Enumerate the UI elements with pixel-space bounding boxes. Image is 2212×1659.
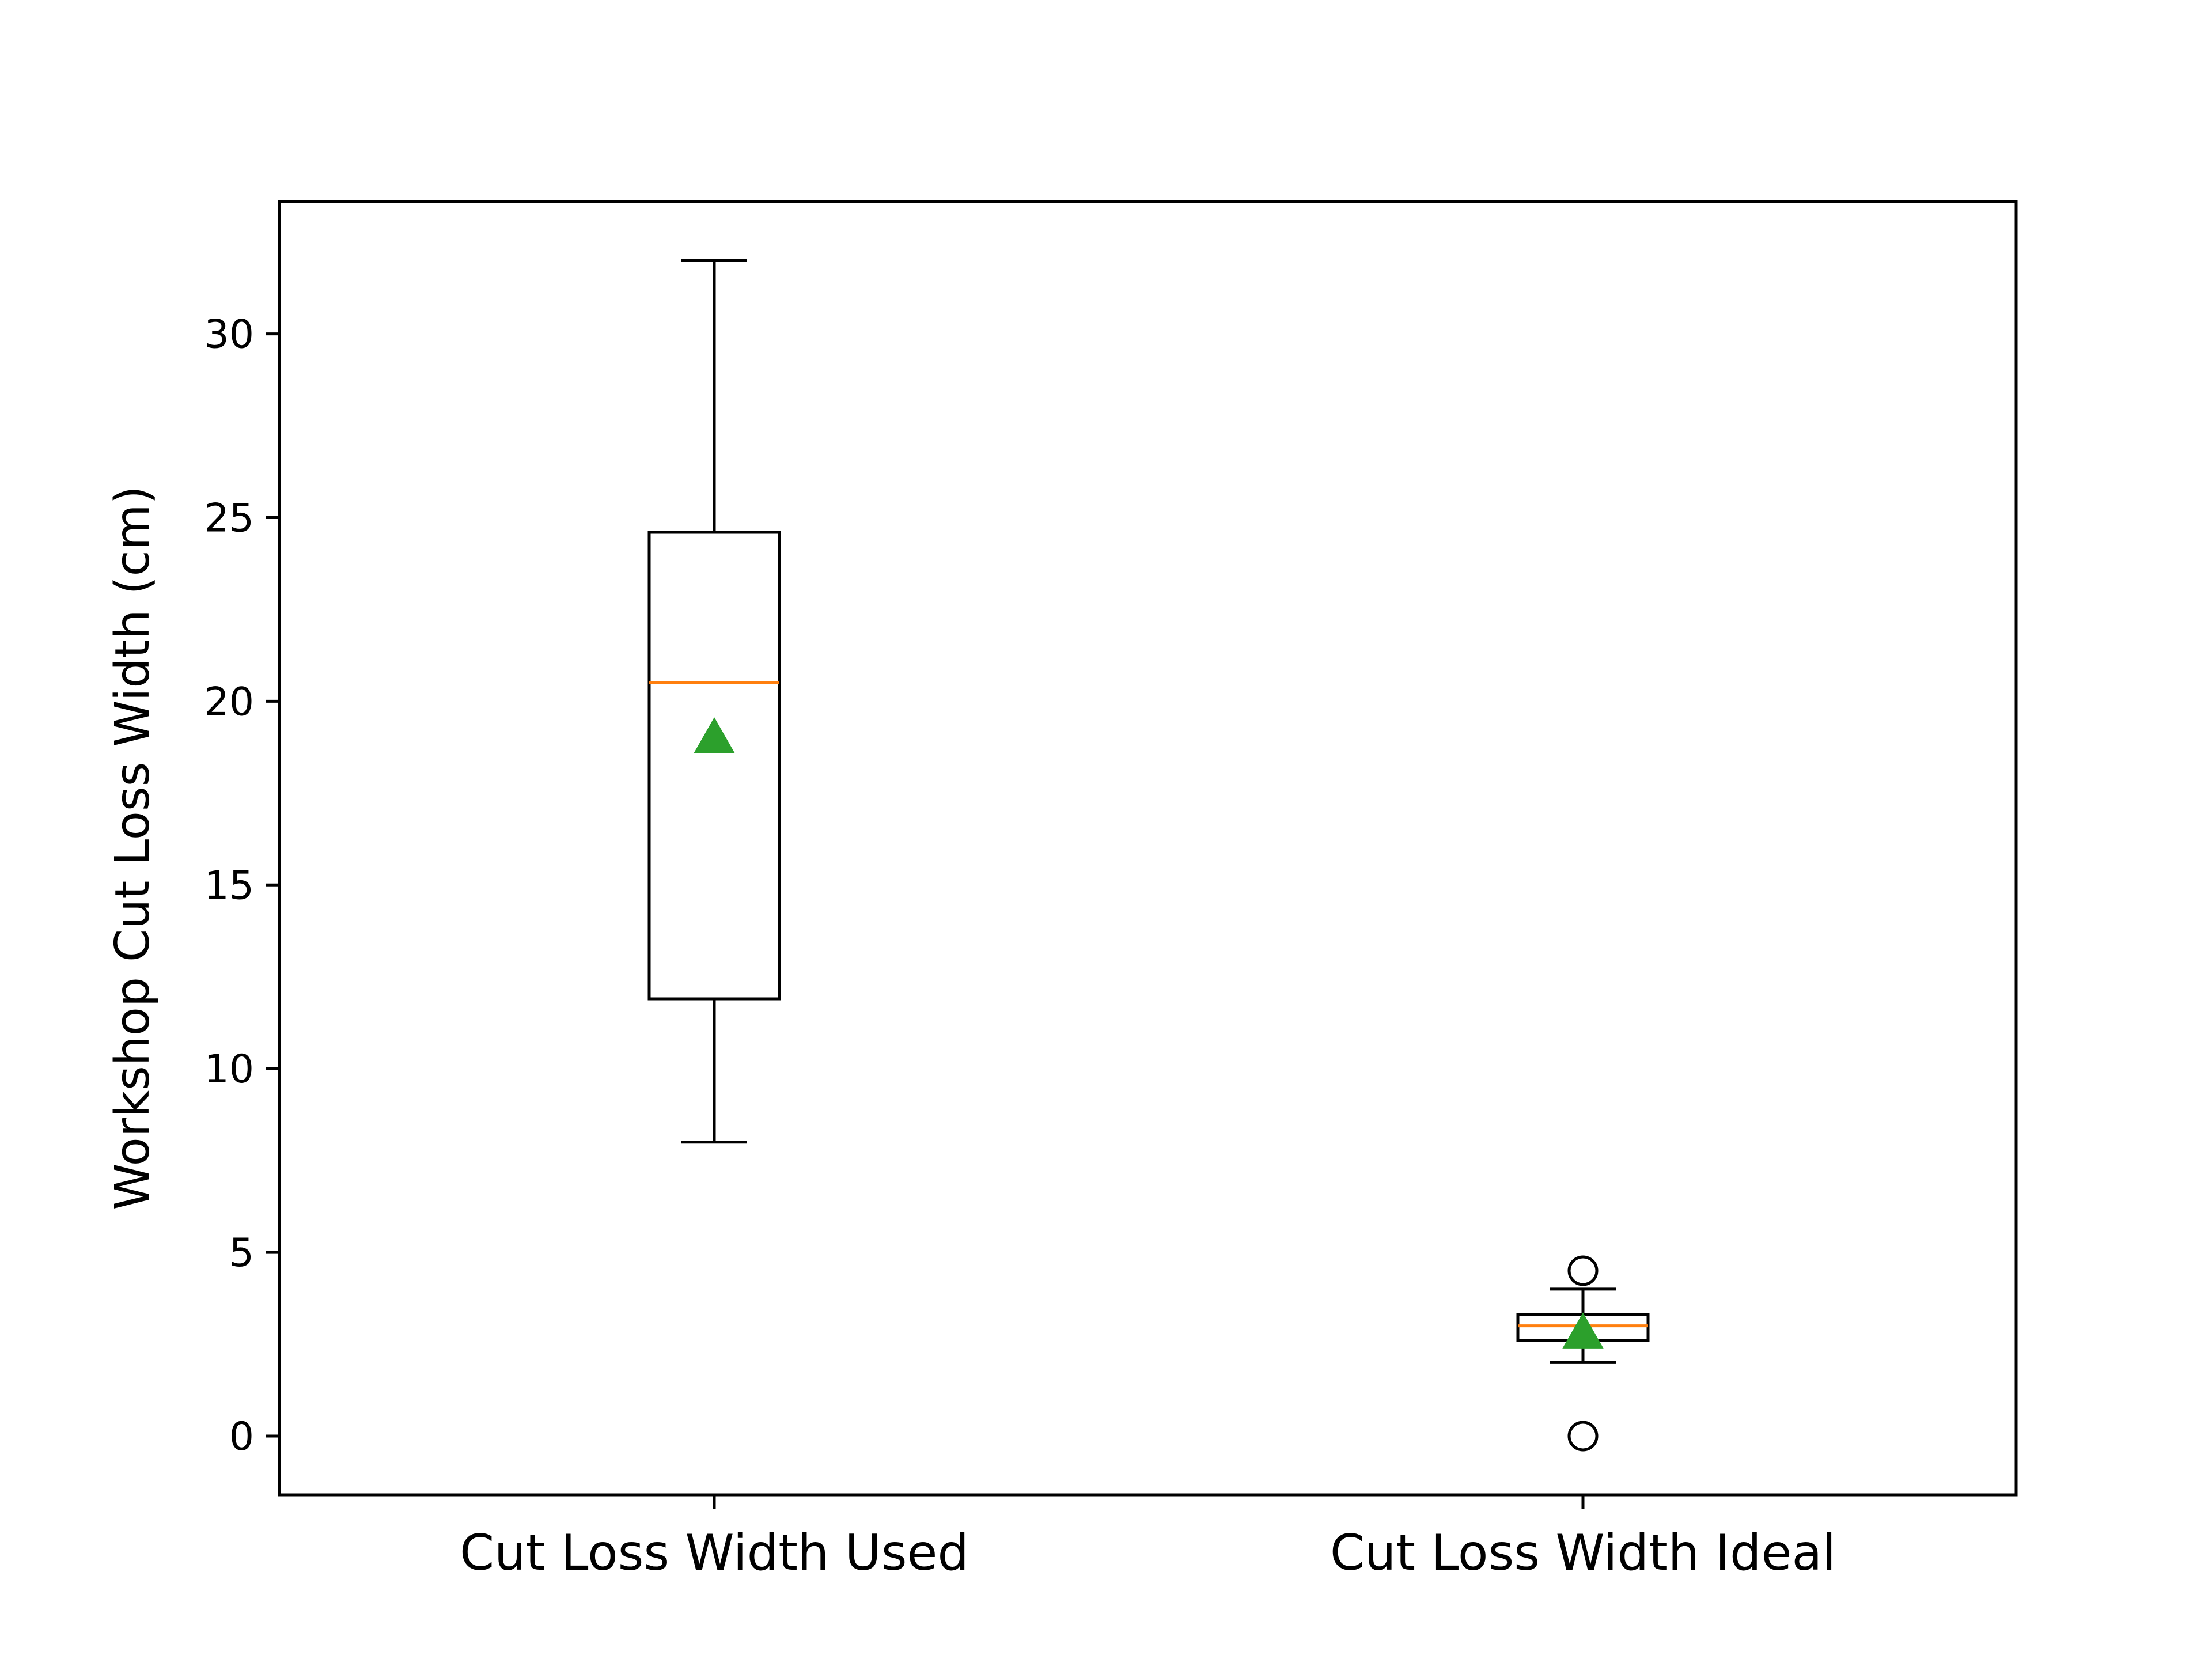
y-tick-label: 10 <box>204 1047 254 1092</box>
y-tick-label: 20 <box>204 679 254 725</box>
y-tick-label: 15 <box>204 863 254 908</box>
y-tick-label: 0 <box>229 1414 254 1460</box>
mean-marker <box>694 717 735 753</box>
x-tick-label: Cut Loss Width Ideal <box>1330 1524 1836 1582</box>
outlier-point <box>1567 1255 1599 1286</box>
box-group <box>1516 1255 1650 1452</box>
box-group <box>647 259 781 1144</box>
x-axis: Cut Loss Width Used Cut Loss Width Ideal <box>460 1495 1836 1582</box>
box-iqr <box>647 531 781 1001</box>
y-tick-label: 30 <box>204 312 254 358</box>
y-tick-label: 25 <box>204 495 254 541</box>
mean-marker <box>1562 1312 1604 1349</box>
y-axis-label: Workshop Cut Loss Width (cm) <box>105 486 160 1210</box>
y-axis: 0 5 10 15 20 25 30 <box>204 312 279 1460</box>
axes-frame <box>278 200 2018 1497</box>
x-tick-label: Cut Loss Width Used <box>460 1524 969 1582</box>
y-tick-label: 5 <box>229 1230 254 1276</box>
plot-area <box>647 259 1650 1452</box>
outlier-point <box>1567 1421 1599 1452</box>
